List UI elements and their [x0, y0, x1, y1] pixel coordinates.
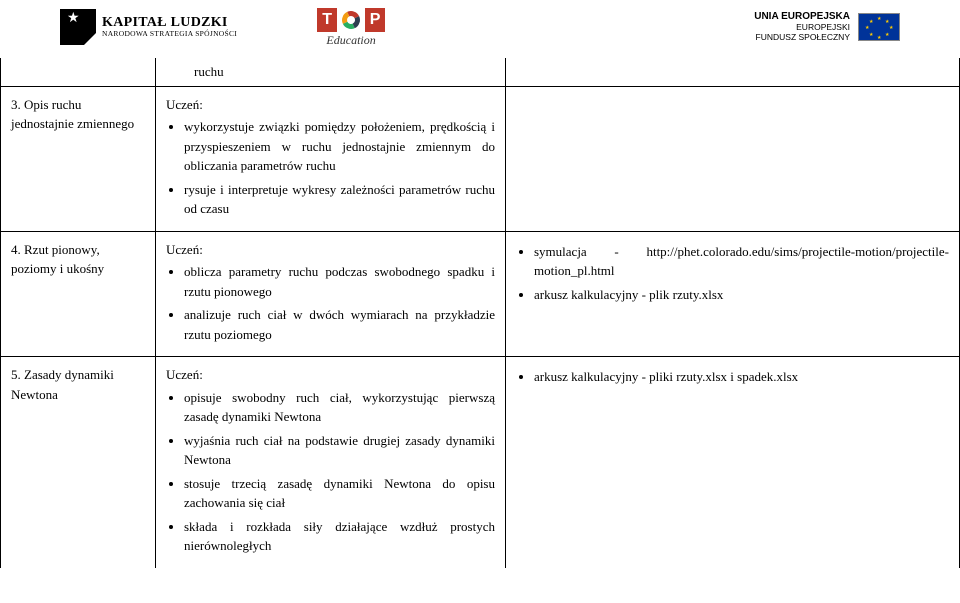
continuation-text: ruchu — [194, 64, 224, 79]
outcome-item: stosuje trzecią zasadę dynamiki Newtona … — [184, 474, 495, 513]
topic-cell: 4. Rzut pionowy, poziomy i ukośny — [1, 231, 156, 357]
eu-logo-block: UNIA EUROPEJSKA EUROPEJSKI FUNDUSZ SPOŁE… — [754, 11, 900, 42]
outcome-item: opisuje swobodny ruch ciał, wykorzystują… — [184, 388, 495, 427]
curriculum-table: ruchu 3. Opis ruchu jednostajnie zmienne… — [0, 58, 960, 568]
outcome-item: rysuje i interpretuje wykresy zależności… — [184, 180, 495, 219]
outcome-item: analizuje ruch ciał w dwóch wymiarach na… — [184, 305, 495, 344]
outcomes-cell: Uczeń: opisuje swobodny ruch ciał, wykor… — [156, 357, 506, 568]
resources-cell — [506, 86, 960, 231]
top-letter-t: T — [317, 8, 337, 32]
table-row: 4. Rzut pionowy, poziomy i ukośny Uczeń:… — [1, 231, 960, 357]
table-row: 3. Opis ruchu jednostajnie zmiennego Ucz… — [1, 86, 960, 231]
outcome-item: składa i rozkłada siły działające wzdłuż… — [184, 517, 495, 556]
uczen-label: Uczeń: — [166, 365, 495, 385]
uczen-label: Uczeń: — [166, 240, 495, 260]
kl-icon: ★ — [60, 9, 96, 45]
top-letter-o — [339, 8, 363, 32]
top-education-label: Education — [326, 34, 375, 46]
kapital-ludzki-logo: ★ KAPITAŁ LUDZKI NARODOWA STRATEGIA SPÓJ… — [60, 9, 237, 45]
eu-line3: FUNDUSZ SPOŁECZNY — [754, 33, 850, 43]
topic-title: 5. Zasady dynamiki Newtona — [11, 367, 114, 402]
top-letter-p: P — [365, 8, 385, 32]
uczen-label: Uczeń: — [166, 95, 495, 115]
continuation-cell: ruchu — [156, 58, 506, 86]
eu-flag-icon: ★ ★ ★ ★ ★ ★ ★ ★ — [858, 13, 900, 41]
kl-subtitle: NARODOWA STRATEGIA SPÓJNOŚCI — [102, 30, 237, 38]
topic-title: 4. Rzut pionowy, poziomy i ukośny — [11, 242, 104, 277]
resource-item: arkusz kalkulacyjny - plik rzuty.xlsx — [534, 285, 949, 305]
resources-cell: symulacja - http://phet.colorado.edu/sim… — [506, 231, 960, 357]
resource-item: symulacja - http://phet.colorado.edu/sim… — [534, 242, 949, 281]
outcome-item: oblicza parametry ruchu podczas swobodne… — [184, 262, 495, 301]
header-logos: ★ KAPITAŁ LUDZKI NARODOWA STRATEGIA SPÓJ… — [0, 0, 960, 58]
topic-cell: 3. Opis ruchu jednostajnie zmiennego — [1, 86, 156, 231]
outcomes-cell: Uczeń: oblicza parametry ruchu podczas s… — [156, 231, 506, 357]
table-row: 5. Zasady dynamiki Newtona Uczeń: opisuj… — [1, 357, 960, 568]
table-row: ruchu — [1, 58, 960, 86]
resource-item: arkusz kalkulacyjny - pliki rzuty.xlsx i… — [534, 367, 949, 387]
outcome-item: wykorzystuje związki pomiędzy położeniem… — [184, 117, 495, 176]
topic-title: 3. Opis ruchu jednostajnie zmiennego — [11, 97, 134, 132]
outcome-item: wyjaśnia ruch ciał na podstawie drugiej … — [184, 431, 495, 470]
outcomes-cell: Uczeń: wykorzystuje związki pomiędzy poł… — [156, 86, 506, 231]
resources-cell: arkusz kalkulacyjny - pliki rzuty.xlsx i… — [506, 357, 960, 568]
top-education-logo: T P Education — [317, 8, 385, 46]
topic-cell: 5. Zasady dynamiki Newtona — [1, 357, 156, 568]
